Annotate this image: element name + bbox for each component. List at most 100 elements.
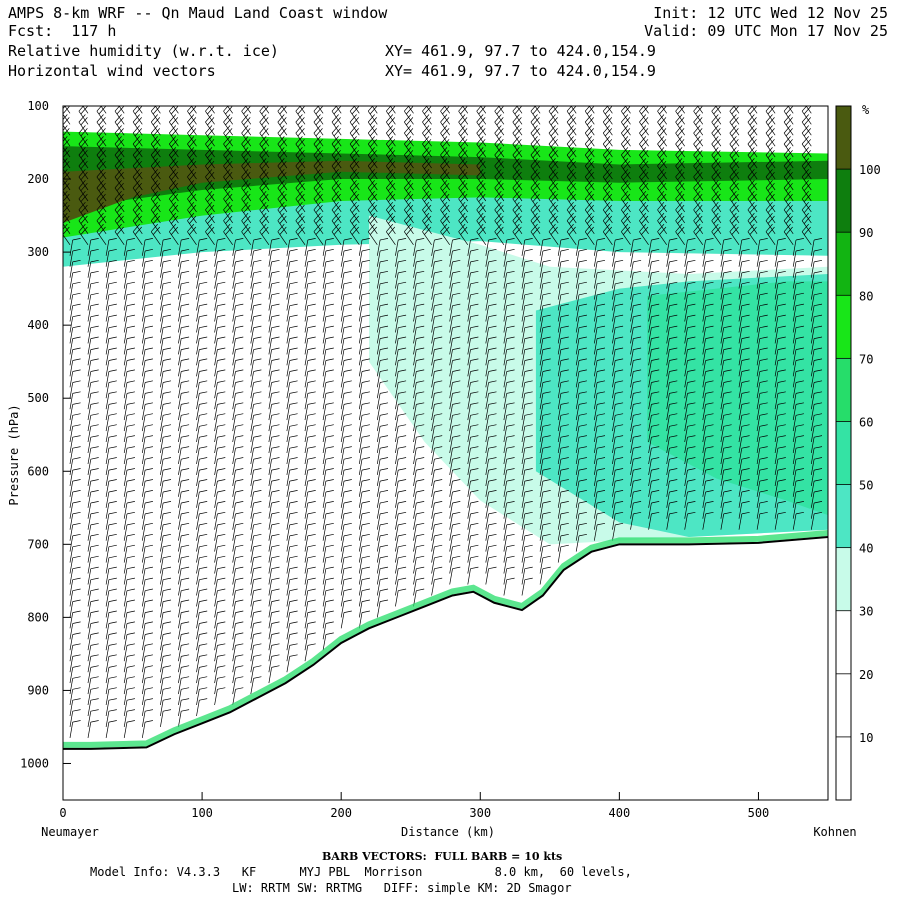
wind-barb-1168 bbox=[467, 248, 479, 267]
wind-barb-732 bbox=[295, 125, 306, 147]
wind-barb-1067 bbox=[422, 114, 432, 136]
x-tick-label-400: 400 bbox=[609, 806, 631, 820]
wind-barb-1326 bbox=[521, 522, 533, 541]
wind-barb-1651 bbox=[666, 468, 678, 486]
wind-barb-1659 bbox=[675, 125, 685, 147]
wind-barb-1328 bbox=[521, 544, 533, 563]
wind-barb-105 bbox=[87, 610, 99, 629]
wind-barb-1770 bbox=[720, 490, 732, 508]
wind-barb-1783 bbox=[729, 201, 740, 224]
wind-barb-1799 bbox=[738, 380, 750, 399]
wind-barb-1946 bbox=[810, 281, 823, 300]
wind-barb-1562 bbox=[630, 347, 642, 366]
wind-barb-146 bbox=[105, 424, 117, 443]
wind-barb-1728 bbox=[702, 457, 714, 475]
wind-barb-590 bbox=[250, 314, 262, 333]
wind-barb-907 bbox=[358, 413, 370, 432]
wind-barb-699 bbox=[286, 336, 298, 355]
wind-barb-1887 bbox=[774, 490, 786, 508]
wind-barb-55 bbox=[69, 698, 81, 717]
wind-barb-483 bbox=[214, 347, 226, 366]
wind-barb-1511 bbox=[602, 223, 613, 246]
wind-barb-1611 bbox=[648, 457, 660, 475]
wind-barb-1397 bbox=[557, 325, 569, 344]
wind-barb-1306 bbox=[521, 303, 533, 322]
wind-barb-1416 bbox=[557, 533, 569, 552]
wind-barb-1717 bbox=[702, 336, 714, 355]
wind-barb-1050 bbox=[413, 435, 425, 454]
wind-barb-1632 bbox=[666, 259, 678, 278]
wind-barb-1624 bbox=[657, 169, 667, 191]
wind-barb-487 bbox=[214, 391, 226, 410]
wind-barb-237 bbox=[132, 147, 143, 169]
wind-barb-892 bbox=[358, 248, 370, 267]
wind-barb-236 bbox=[132, 136, 143, 158]
wind-barb-111 bbox=[87, 676, 99, 695]
wind-barb-78 bbox=[87, 314, 99, 333]
wind-barb-1156 bbox=[458, 114, 469, 136]
wind-barb-424 bbox=[196, 314, 208, 333]
wind-barb-145 bbox=[105, 413, 117, 432]
wind-barb-1308 bbox=[521, 325, 533, 344]
wind-barb-918 bbox=[358, 533, 370, 552]
wind-barb-1150 bbox=[449, 533, 461, 552]
wind-barb-1255 bbox=[503, 238, 515, 256]
wind-barb-598 bbox=[250, 402, 262, 421]
wind-barb-1278 bbox=[503, 490, 515, 508]
wind-barb-1814 bbox=[747, 114, 758, 136]
wind-barb-1206 bbox=[476, 180, 487, 202]
wind-barb-992 bbox=[395, 303, 407, 322]
wind-barb-1642 bbox=[666, 369, 678, 388]
wind-barb-905 bbox=[358, 391, 370, 410]
wind-barb-1652 bbox=[666, 479, 678, 497]
wind-barb-1570 bbox=[630, 435, 642, 454]
wind-barb-1339 bbox=[530, 169, 541, 191]
wind-barb-1815 bbox=[747, 125, 758, 147]
wind-barb-138 bbox=[105, 336, 117, 355]
x-tick-label-100: 100 bbox=[191, 806, 213, 820]
wind-barb-101 bbox=[87, 566, 99, 585]
wind-barb-1379 bbox=[548, 125, 559, 147]
wind-barb-264 bbox=[141, 446, 153, 465]
wind-barb-462 bbox=[205, 114, 215, 136]
wind-barb-1757 bbox=[720, 347, 732, 366]
wind-barb-1215 bbox=[485, 281, 497, 300]
left-endpoint-label: Neumayer bbox=[41, 825, 99, 839]
wind-barb-1879 bbox=[774, 402, 786, 421]
wind-barb-1350 bbox=[539, 292, 551, 311]
wind-barb-25 bbox=[69, 369, 81, 388]
wind-barb-1354 bbox=[539, 336, 551, 355]
wind-barb-1115 bbox=[440, 147, 450, 169]
wind-barb-1028 bbox=[404, 190, 414, 213]
wind-barb-1746 bbox=[711, 223, 722, 246]
wind-barb-98 bbox=[87, 533, 99, 552]
wind-barb-669 bbox=[268, 588, 280, 607]
wind-barb-757 bbox=[304, 402, 316, 421]
wind-barb-1645 bbox=[666, 402, 678, 421]
wind-barb-1779 bbox=[729, 158, 740, 180]
wind-barb-1833 bbox=[756, 325, 768, 344]
wind-barb-1771 bbox=[720, 501, 732, 519]
wind-barb-57 bbox=[69, 720, 81, 738]
wind-barb-1225 bbox=[485, 391, 497, 410]
wind-barb-1819 bbox=[747, 169, 758, 191]
wind-barb-777 bbox=[304, 621, 316, 640]
wind-barb-507 bbox=[214, 610, 226, 629]
wind-barb-1707 bbox=[693, 223, 704, 246]
wind-barb-1462 bbox=[584, 125, 595, 147]
wind-barb-191 bbox=[123, 281, 135, 300]
wind-barb-1803 bbox=[738, 424, 750, 443]
wind-barb-1838 bbox=[756, 380, 768, 399]
wind-barb-1888 bbox=[774, 501, 786, 519]
wind-barb-304 bbox=[160, 248, 172, 267]
wind-barb-9 bbox=[63, 190, 71, 213]
wind-barb-1444 bbox=[575, 380, 587, 399]
wind-barb-842 bbox=[331, 223, 342, 246]
wind-barb-587 bbox=[250, 281, 262, 300]
wind-barb-84 bbox=[87, 380, 99, 399]
wind-barb-1580 bbox=[639, 114, 649, 136]
wind-barb-247 bbox=[141, 259, 153, 278]
wind-barb-1811 bbox=[738, 511, 750, 530]
wind-barb-1005 bbox=[395, 446, 407, 465]
wind-barb-980 bbox=[386, 169, 396, 191]
